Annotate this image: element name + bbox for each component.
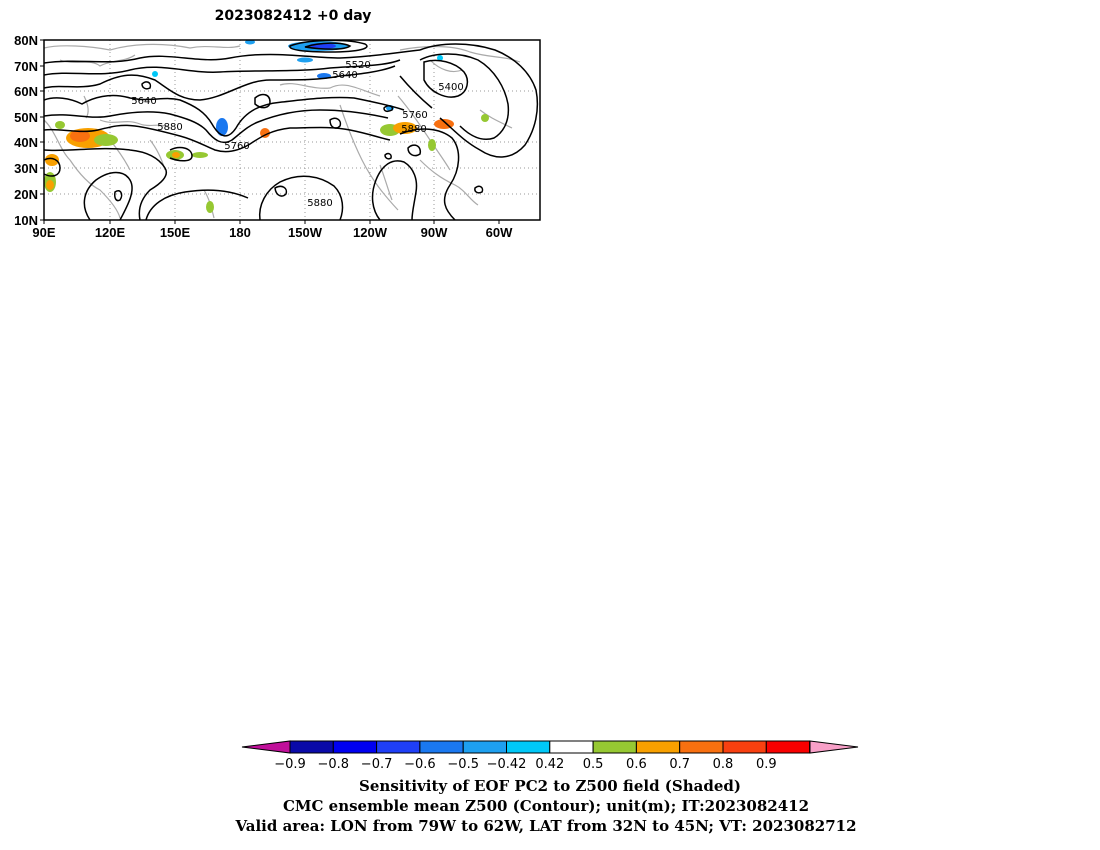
shade-patch-negative	[152, 71, 158, 77]
contour-label: 5880	[157, 122, 182, 133]
y-tick-label: 20N	[14, 187, 38, 202]
shade-patch-negative	[216, 118, 228, 136]
contour-label: 5880	[401, 124, 426, 135]
colorbar-swatch	[679, 740, 724, 754]
x-tick-label: 60W	[486, 225, 513, 240]
colorbar-low-arrow	[241, 740, 291, 754]
colorbar-tick-label: 0.8	[713, 757, 734, 772]
x-tick-label: 90E	[32, 225, 55, 240]
colorbar-swatch	[462, 740, 508, 754]
colorbar-tick-label: 0.5	[583, 757, 604, 772]
x-tick-label: 180	[229, 225, 251, 240]
colorbar-tick-label: 0.7	[669, 757, 690, 772]
contour-label: 5640	[332, 70, 357, 81]
x-tick-label: 120E	[95, 225, 126, 240]
colorbar-swatch	[722, 740, 767, 754]
x-axis-labels: 90E 120E 150E 180 150W 120W 90W 60W	[32, 225, 513, 240]
y-tick-label: 40N	[14, 135, 38, 150]
colorbar-tick-label: 0.6	[626, 757, 647, 772]
contour-labels: 5520 5640 5400 5640 5880 5760 5760 5880 …	[131, 60, 463, 209]
y-tick-label: 80N	[14, 33, 38, 48]
shade-patch-positive	[55, 121, 65, 129]
shade-patch-positive	[45, 154, 59, 166]
colorbar-swatch	[592, 740, 637, 754]
colorbar-tick-label: −0.5	[447, 757, 479, 772]
contour-label: 5400	[438, 82, 463, 93]
colorbar-swatch	[635, 740, 681, 754]
shade-patch-positive	[46, 180, 54, 190]
colorbar-tick-label: 0.42	[535, 757, 564, 772]
colorbar-swatch	[506, 740, 551, 754]
shade-patch-positive	[94, 134, 118, 146]
colorbar: −0.9 −0.8 −0.7 −0.6 −0.5 −0.42 0.42 0.5 0.6 0.7 0.…	[241, 740, 859, 772]
y-tick-label: 70N	[14, 59, 38, 74]
contour-label: 5640	[131, 96, 156, 107]
colorbar-swatch	[332, 740, 378, 754]
x-tick-label: 150E	[160, 225, 191, 240]
shade-patch-positive	[428, 139, 436, 151]
colorbar-tick-label: −0.42	[487, 757, 527, 772]
colorbar-high-arrow	[809, 740, 859, 754]
shade-patch-negative	[437, 55, 443, 61]
x-tick-label: 90W	[421, 225, 448, 240]
grid-lines	[44, 40, 540, 220]
shade-patch-positive	[172, 152, 180, 158]
shade-patch-positive	[481, 114, 489, 122]
colorbar-swatch	[419, 740, 464, 754]
shade-patch-positive	[192, 152, 208, 158]
caption-contour: CMC ensemble mean Z500 (Contour); unit(m…	[283, 797, 809, 815]
map-title: 2023082412 +0 day	[215, 8, 372, 24]
colorbar-tick-label: −0.6	[404, 757, 436, 772]
tick-marks	[40, 39, 500, 224]
caption-shading: Sensitivity of EOF PC2 to Z500 field (Sh…	[359, 777, 741, 795]
contour-label: 5880	[307, 198, 332, 209]
sensitivity-shading	[44, 39, 489, 213]
y-tick-label: 10N	[14, 213, 38, 228]
z500-contours	[43, 39, 539, 221]
colorbar-tick-label: −0.9	[274, 757, 306, 772]
shade-patch-positive	[206, 201, 214, 213]
y-tick-label: 50N	[14, 110, 38, 125]
colorbar-swatch	[376, 740, 421, 754]
colorbar-tick-label: −0.8	[318, 757, 350, 772]
colorbar-swatch	[549, 740, 594, 754]
contour-label: 5760	[402, 110, 427, 121]
y-tick-label: 60N	[14, 84, 38, 99]
y-tick-label: 30N	[14, 161, 38, 176]
map-panel: 5520 5640 5400 5640 5880 5760 5760 5880 …	[14, 33, 541, 240]
colorbar-tick-label: 0.9	[756, 757, 777, 772]
contour-label: 5760	[224, 141, 249, 152]
contour-label: 5520	[345, 60, 370, 71]
y-axis-labels: 80N 70N 60N 50N 40N 30N 20N 10N	[14, 33, 38, 228]
map-frame	[43, 39, 541, 221]
colorbar-swatch	[765, 740, 811, 754]
caption-valid-area: Valid area: LON from 79W to 62W, LAT fro…	[234, 817, 856, 835]
colorbar-swatch	[289, 740, 334, 754]
shade-patch-negative	[297, 57, 313, 63]
shade-patch-positive	[70, 130, 90, 142]
x-tick-label: 150W	[288, 225, 323, 240]
colorbar-tick-label: −0.7	[361, 757, 393, 772]
x-tick-label: 120W	[353, 225, 388, 240]
